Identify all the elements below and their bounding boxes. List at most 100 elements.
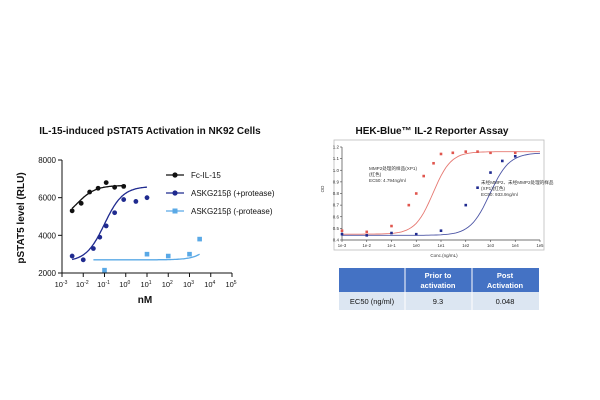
left-data-point-1 bbox=[80, 257, 86, 263]
left-x-tick-label: 105 bbox=[225, 280, 236, 289]
left-data-point-2 bbox=[102, 267, 107, 273]
right-data-point-0 bbox=[451, 151, 455, 155]
right-chart-annotation-blue: 未经MMP2、未经MMP2处理的样品 (XP1)(红色) EC50: 933.9… bbox=[481, 179, 554, 197]
table-header-row bbox=[339, 268, 539, 292]
right-data-point-0 bbox=[365, 230, 369, 234]
left-fit-curve-1 bbox=[71, 186, 148, 261]
right-data-point-1 bbox=[439, 229, 443, 232]
right-y-tick-label: 0.5 bbox=[333, 226, 340, 231]
right-chart: HEK-Blue™ IL-2 Reporter Assay OD Conc.(n… bbox=[320, 126, 554, 258]
left-data-point-1 bbox=[133, 199, 139, 204]
right-x-tick-label: 1e4 bbox=[512, 243, 520, 248]
ec50-table: Prior to activation Post Activation EC50… bbox=[339, 268, 539, 310]
left-y-tick-label: 8000 bbox=[38, 156, 56, 165]
legend-item-askg215-plus: ASKG215β (+protease) bbox=[166, 189, 275, 198]
right-data-point-0 bbox=[513, 151, 517, 155]
table-data-row bbox=[339, 292, 539, 310]
annotation-red-line3: EC50: 4.794ng/ml bbox=[369, 178, 406, 183]
left-data-point-1 bbox=[97, 234, 103, 240]
right-data-point-0 bbox=[476, 150, 479, 153]
right-x-tick-label: 1e1 bbox=[438, 243, 446, 248]
left-chart-plot-area bbox=[69, 180, 202, 273]
right-fit-curve-1 bbox=[342, 152, 541, 236]
right-data-point-0 bbox=[464, 150, 468, 153]
right-chart-xlabel: Conc.(ng/mL) bbox=[430, 253, 458, 258]
right-chart-axes: 1.2 1.1 1.0 0.9 0.8 0.7 0.6 0.5 0.41e-3 1e-2 1e-1 1… bbox=[333, 145, 544, 248]
left-data-point-1 bbox=[103, 223, 109, 229]
left-data-point-0 bbox=[95, 185, 101, 191]
left-data-point-2 bbox=[197, 236, 202, 242]
right-y-tick-label: 1.2 bbox=[333, 145, 340, 150]
left-data-point-1 bbox=[69, 253, 75, 259]
right-chart-ylabel: OD bbox=[320, 185, 325, 193]
right-data-point-1 bbox=[489, 171, 492, 174]
right-data-point-0 bbox=[432, 161, 435, 165]
right-data-point-0 bbox=[489, 151, 492, 155]
table-header-post-2: Activation bbox=[487, 281, 524, 290]
left-y-tick-label: 2000 bbox=[38, 269, 56, 278]
right-x-tick-label: 1e-1 bbox=[387, 243, 396, 248]
left-data-point-0 bbox=[78, 200, 84, 206]
left-x-tick-label: 101 bbox=[140, 280, 151, 289]
left-data-point-2 bbox=[187, 251, 192, 257]
left-chart: IL-15-induced pSTAT5 Activation in NK92 … bbox=[16, 126, 275, 306]
table-row-label: EC50 (ng/ml) bbox=[350, 297, 395, 306]
right-chart-title: HEK-Blue™ IL-2 Reporter Assay bbox=[356, 126, 509, 137]
left-x-tick-label: 10-2 bbox=[76, 280, 89, 289]
right-data-point-0 bbox=[422, 174, 426, 178]
left-data-point-2 bbox=[144, 251, 150, 257]
right-x-tick-label: 1e-3 bbox=[338, 243, 347, 248]
right-x-tick-label: 1e-2 bbox=[363, 243, 372, 248]
right-data-point-0 bbox=[414, 192, 418, 195]
right-chart-frame bbox=[333, 139, 545, 251]
left-x-tick-label: 10-1 bbox=[97, 280, 110, 289]
left-data-point-0 bbox=[69, 208, 75, 214]
right-y-tick-label: 0.4 bbox=[333, 238, 340, 243]
annotation-blue-line1: 未经MMP2、未经MMP2处理的样品 bbox=[481, 179, 554, 186]
left-chart-ylabel: pSTAT5 level (RLU) bbox=[16, 172, 27, 263]
right-y-tick-label: 0.6 bbox=[333, 214, 340, 219]
left-data-point-0 bbox=[112, 184, 118, 190]
right-y-tick-label: 0.9 bbox=[333, 179, 340, 184]
right-y-tick-label: 1.0 bbox=[333, 168, 340, 173]
right-data-point-0 bbox=[407, 203, 411, 207]
right-x-tick-label: 1e0 bbox=[413, 243, 421, 248]
right-data-point-0 bbox=[390, 224, 393, 228]
annotation-red-line1: MMP2处理的样品(XP1) bbox=[369, 165, 417, 172]
left-chart-title: IL-15-induced pSTAT5 Activation in NK92 … bbox=[39, 126, 261, 137]
annotation-blue-line2: (XP1)(红色) bbox=[481, 185, 505, 191]
table-cell-post: 0.048 bbox=[496, 297, 515, 306]
left-data-point-1 bbox=[112, 210, 118, 216]
right-y-tick-label: 0.7 bbox=[333, 203, 340, 208]
left-chart-legend: Fc-IL-15 ASKG215β (+protease) ASKG215β (… bbox=[166, 171, 275, 216]
left-fit-curve-2 bbox=[93, 253, 200, 261]
right-data-point-1 bbox=[365, 234, 369, 237]
right-data-point-0 bbox=[439, 152, 443, 156]
table-header-post: Post bbox=[497, 271, 514, 280]
right-data-point-1 bbox=[390, 231, 393, 235]
left-x-tick-label: 103 bbox=[183, 280, 194, 289]
right-data-point-1 bbox=[513, 155, 517, 158]
right-data-point-1 bbox=[340, 232, 344, 236]
legend-item-fc-il15: Fc-IL-15 bbox=[166, 171, 221, 180]
legend-label-askg215-minus: ASKG215β (-protease) bbox=[191, 207, 273, 216]
left-x-tick-label: 100 bbox=[119, 280, 130, 289]
table-header-prior: Prior to bbox=[425, 271, 452, 280]
left-y-tick-label: 6000 bbox=[38, 194, 56, 203]
left-data-point-1 bbox=[121, 197, 127, 202]
right-chart-plot-area bbox=[340, 150, 541, 237]
right-x-tick-label: 1e3 bbox=[487, 243, 495, 248]
left-data-point-0 bbox=[121, 183, 127, 189]
legend-label-fc-il15: Fc-IL-15 bbox=[191, 171, 221, 180]
right-x-tick-label: 1e5 bbox=[537, 243, 545, 248]
left-data-point-0 bbox=[87, 189, 93, 195]
annotation-red-line2: (红色) bbox=[369, 171, 382, 177]
left-y-tick-label: 4000 bbox=[38, 231, 56, 240]
right-chart-annotation-red: MMP2处理的样品(XP1) (红色) EC50: 4.794ng/ml bbox=[369, 165, 417, 183]
right-fit-curve-0 bbox=[342, 151, 540, 235]
right-x-tick-label: 1e2 bbox=[462, 243, 470, 248]
right-y-tick-label: 0.8 bbox=[333, 191, 340, 196]
left-chart-xlabel: nM bbox=[138, 295, 152, 306]
table-cell-prior: 9.3 bbox=[433, 297, 443, 306]
